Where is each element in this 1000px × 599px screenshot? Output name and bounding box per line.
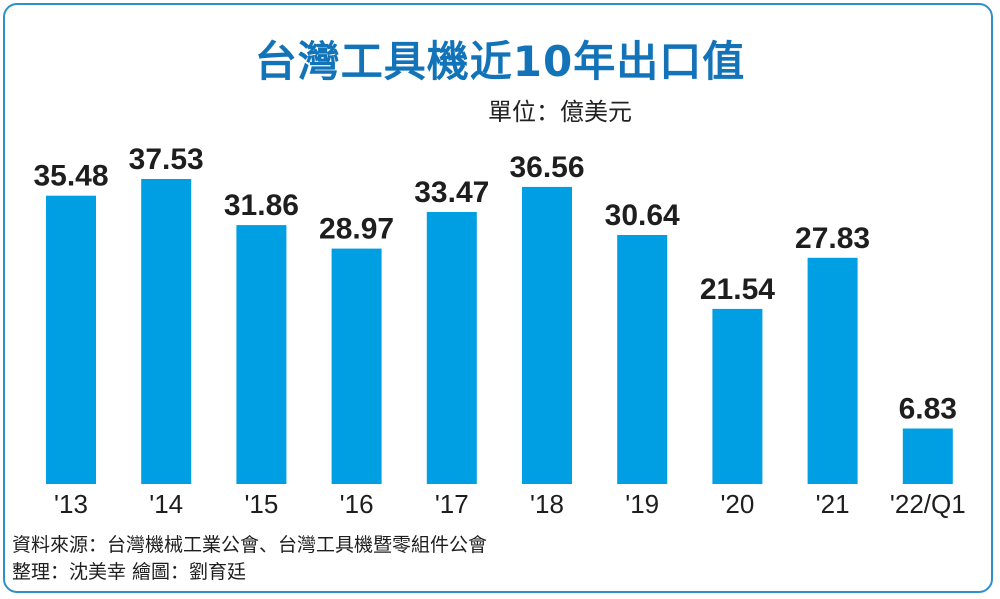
category-label: '22/Q1 [890, 489, 966, 519]
bar-value-label: 33.47 [414, 176, 489, 209]
bar-3 [331, 248, 382, 484]
bar-value-label: 37.53 [129, 143, 204, 176]
bar-value-label: 28.97 [319, 213, 394, 246]
category-label: '20 [720, 489, 754, 519]
bar-8 [807, 257, 858, 484]
bar-value-label: 27.83 [795, 222, 870, 255]
bar-value-label: 21.54 [700, 273, 775, 306]
bar-2 [236, 225, 287, 484]
bar-6 [617, 235, 668, 484]
category-label: '14 [149, 489, 183, 519]
bar-value-label: 35.48 [33, 160, 108, 193]
bar-5 [522, 186, 572, 484]
bar-9 [902, 428, 953, 484]
category-label: '19 [625, 489, 659, 519]
unit-label: 單位：億美元 [488, 98, 632, 126]
bar-7 [712, 308, 763, 484]
chart-footer: 資料來源：台灣機械工業公會、台灣工具機暨零組件公會 整理：沈美幸 繪圖：劉育廷 [12, 532, 487, 586]
bar-0 [46, 195, 96, 484]
bar-4 [426, 212, 477, 484]
category-label: '13 [54, 489, 88, 519]
category-label: '21 [816, 489, 850, 519]
bar-value-label: 31.86 [224, 189, 299, 222]
credits-note: 整理：沈美幸 繪圖：劉育廷 [12, 561, 247, 583]
category-label: '17 [435, 489, 469, 519]
category-label: '18 [530, 489, 564, 519]
category-label: '16 [340, 489, 374, 519]
bar-1 [141, 179, 192, 484]
source-note: 資料來源：台灣機械工業公會、台灣工具機暨零組件公會 [12, 534, 488, 556]
bar-value-label: 30.64 [605, 199, 680, 232]
chart-title: 台灣工具機近10年出口值 [254, 37, 746, 86]
category-label: '15 [244, 489, 278, 519]
bar-value-label: 36.56 [509, 151, 584, 184]
bar-value-label: 6.83 [899, 393, 957, 426]
